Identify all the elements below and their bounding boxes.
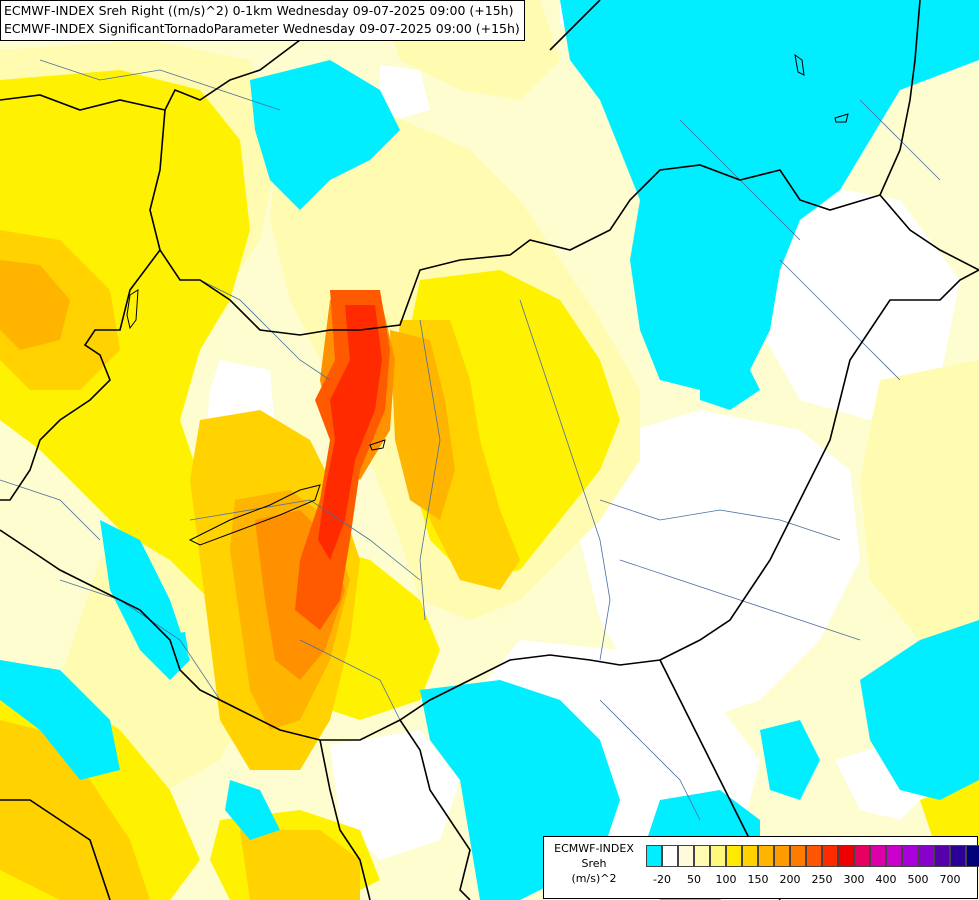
contour-red bbox=[318, 305, 382, 560]
legend-tick-label: 300 bbox=[843, 873, 865, 886]
legend-swatch bbox=[854, 845, 870, 867]
legend-swatch bbox=[870, 845, 886, 867]
legend-tick-label: 200 bbox=[779, 873, 801, 886]
legend-title-line1: ECMWF-INDEX bbox=[554, 842, 634, 855]
lakes bbox=[126, 53, 849, 546]
legend-tick-label: -20 bbox=[653, 873, 671, 886]
map-title-box: ECMWF-INDEX Sreh Right ((m/s)^2) 0-1km W… bbox=[0, 0, 525, 41]
legend-title-line3: (m/s)^2 bbox=[571, 872, 617, 885]
legend-tick-label: 50 bbox=[687, 873, 701, 886]
legend-swatch bbox=[710, 845, 726, 867]
map-title-line1: ECMWF-INDEX Sreh Right ((m/s)^2) 0-1km W… bbox=[4, 3, 514, 18]
legend-title-line2: Sreh bbox=[581, 857, 607, 870]
legend-swatch bbox=[950, 845, 966, 867]
legend-swatch bbox=[758, 845, 774, 867]
legend-swatch bbox=[902, 845, 918, 867]
legend-swatch bbox=[678, 845, 694, 867]
legend-tick-label: 700 bbox=[939, 873, 961, 886]
legend-tick-label: 400 bbox=[875, 873, 897, 886]
legend-label: ECMWF-INDEX Sreh (m/s)^2 bbox=[544, 841, 644, 886]
legend-swatch bbox=[966, 845, 979, 867]
legend-tick-label: 150 bbox=[747, 873, 769, 886]
legend-swatch bbox=[726, 845, 742, 867]
legend-swatch bbox=[790, 845, 806, 867]
legend-swatch bbox=[774, 845, 790, 867]
legend-swatch bbox=[806, 845, 822, 867]
map-title-line2: ECMWF-INDEX SignificantTornadoParameter … bbox=[4, 21, 520, 36]
legend-tick-label: 100 bbox=[715, 873, 737, 886]
legend-swatch bbox=[886, 845, 902, 867]
legend-swatch bbox=[918, 845, 934, 867]
legend-tick-label: 500 bbox=[907, 873, 929, 886]
legend-swatch bbox=[934, 845, 950, 867]
legend-swatch bbox=[838, 845, 854, 867]
legend-tick-label: 250 bbox=[811, 873, 833, 886]
legend-swatch bbox=[742, 845, 758, 867]
legend-swatch bbox=[646, 845, 662, 867]
legend-swatch bbox=[662, 845, 678, 867]
legend-box: ECMWF-INDEX Sreh (m/s)^2 -20 50 100 150 200 2… bbox=[543, 836, 979, 899]
legend-swatch bbox=[822, 845, 838, 867]
legend-swatch bbox=[694, 845, 710, 867]
